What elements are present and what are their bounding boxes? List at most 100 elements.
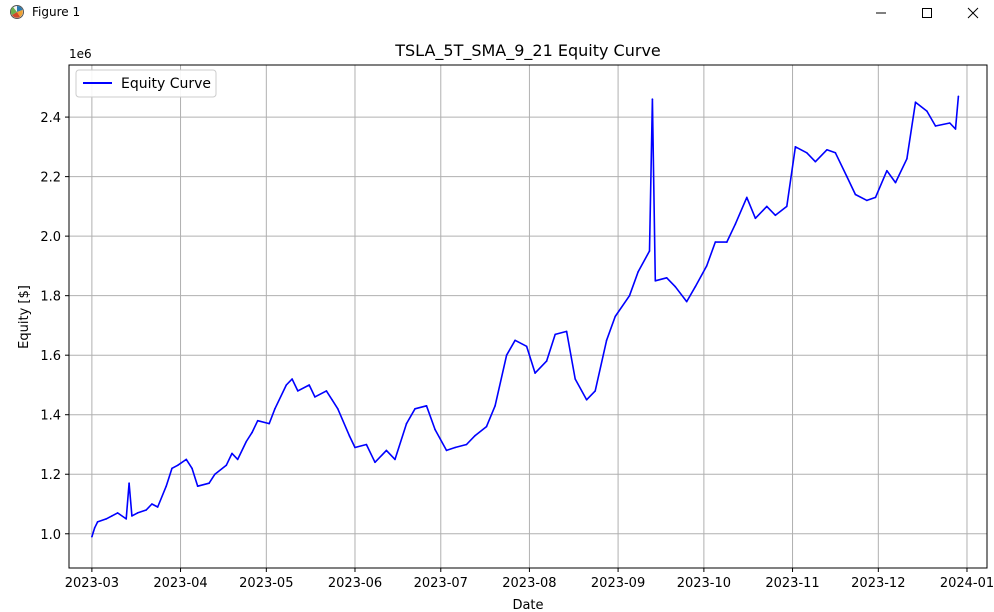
- equity-data-point: [405, 422, 408, 425]
- equity-data-point: [145, 509, 147, 511]
- equity-data-point: [91, 535, 93, 538]
- equity-data-point: [654, 280, 657, 282]
- equity-data-point: [225, 464, 228, 467]
- equity-data-point: [794, 146, 797, 148]
- equity-data-point: [628, 294, 631, 297]
- equity-data-point: [165, 485, 167, 488]
- equity-data-point: [105, 518, 107, 520]
- y-tick-label: 1.8: [40, 290, 61, 305]
- equity-data-point: [574, 378, 576, 380]
- equity-data-point: [434, 428, 436, 431]
- chart-title: TSLA_5T_SMA_9_21 Equity Curve: [394, 41, 661, 61]
- equity-data-point: [251, 431, 253, 434]
- equity-data-point: [128, 482, 130, 485]
- equity-data-point: [726, 241, 728, 243]
- series-layer: [91, 95, 960, 538]
- equity-data-point: [934, 125, 937, 127]
- equity-data-point: [734, 223, 737, 225]
- equity-curve-line: [91, 96, 960, 537]
- equity-data-point: [151, 503, 153, 505]
- figure-canvas: [0, 25, 994, 612]
- equity-data-point: [834, 152, 837, 154]
- x-tick-label: 2023-08: [502, 576, 556, 591]
- equity-data-point: [949, 122, 951, 124]
- equity-data-point: [337, 408, 339, 410]
- window-titlebar: Figure 1: [0, 0, 994, 25]
- x-tick-label: 2023-03: [65, 576, 119, 591]
- equity-data-point: [554, 333, 556, 336]
- grid: [69, 65, 987, 568]
- y-tick-label: 1.2: [40, 468, 61, 483]
- equity-data-point: [236, 458, 239, 461]
- equity-data-point: [425, 405, 428, 407]
- equity-data-point: [694, 285, 697, 288]
- x-tick-label: 2023-09: [591, 576, 645, 591]
- window-title: Figure 1: [32, 5, 81, 19]
- minimize-icon: [876, 12, 886, 13]
- equity-data-point: [414, 408, 416, 410]
- y-axis-label: Equity [$]: [17, 285, 32, 349]
- equity-data-point: [285, 384, 288, 386]
- equity-data-point: [534, 372, 536, 374]
- y-tick-label: 2.4: [40, 111, 61, 126]
- equity-data-point: [705, 265, 708, 267]
- y-offset-label: 1e6: [69, 47, 92, 61]
- x-tick-label: 2023-12: [851, 576, 905, 591]
- equity-data-point: [331, 399, 333, 401]
- equity-data-point: [348, 434, 351, 437]
- equity-data-point: [354, 446, 356, 449]
- x-tick-label: 2023-05: [239, 576, 293, 591]
- equity-data-point: [866, 199, 868, 202]
- equity-data-point: [814, 160, 817, 163]
- maximize-button[interactable]: [904, 0, 950, 25]
- x-tick-label: 2023-04: [153, 576, 207, 591]
- equity-data-point: [385, 449, 388, 452]
- equity-data-point: [594, 390, 596, 392]
- equity-data-point: [786, 205, 788, 208]
- equity-data-point: [926, 110, 928, 112]
- equity-data-point: [156, 506, 159, 508]
- equity-data-point: [957, 95, 960, 98]
- x-tick-label: 2024-01: [940, 576, 994, 591]
- y-tick-label: 1.6: [40, 349, 61, 364]
- equity-data-point: [774, 214, 777, 217]
- equity-data-point: [914, 101, 917, 103]
- legend: Equity Curve: [75, 69, 217, 98]
- equity-data-point: [954, 128, 957, 130]
- equity-data-point: [96, 521, 99, 523]
- equity-data-point: [445, 449, 448, 452]
- equity-data-point: [685, 300, 688, 303]
- equity-data-point: [505, 354, 508, 357]
- equity-data-point: [93, 527, 96, 529]
- equity-data-point: [585, 399, 588, 401]
- close-button[interactable]: [950, 0, 994, 25]
- equity-data-point: [474, 434, 476, 437]
- equity-data-point: [906, 158, 908, 160]
- legend-label: Equity Curve: [121, 76, 211, 92]
- x-tick-label: 2023-11: [765, 576, 819, 591]
- equity-data-point: [308, 384, 311, 386]
- equity-data-point: [325, 390, 328, 392]
- equity-data-point: [191, 467, 193, 470]
- equity-data-point: [494, 405, 496, 407]
- equity-data-point: [565, 330, 568, 333]
- equity-data-point: [256, 419, 259, 422]
- equity-data-point: [854, 193, 857, 196]
- equity-data-point: [171, 467, 173, 470]
- x-tick-label: 2023-06: [328, 576, 382, 591]
- equity-data-point: [605, 339, 608, 342]
- equity-data-point: [465, 443, 468, 446]
- equity-data-point: [746, 196, 748, 199]
- equity-data-point: [826, 149, 828, 151]
- maximize-icon: [922, 7, 932, 18]
- y-tick-label: 2.2: [40, 171, 61, 186]
- minimize-button[interactable]: [858, 0, 904, 25]
- equity-data-point: [136, 512, 139, 514]
- equity-data-point: [525, 345, 528, 348]
- matplotlib-app-icon: [10, 5, 24, 19]
- plot-frame: [68, 64, 988, 569]
- equity-data-point: [245, 440, 248, 443]
- x-axis-label: Date: [512, 598, 543, 612]
- equity-data-point: [454, 446, 456, 449]
- y-tick-label: 1.4: [40, 409, 61, 424]
